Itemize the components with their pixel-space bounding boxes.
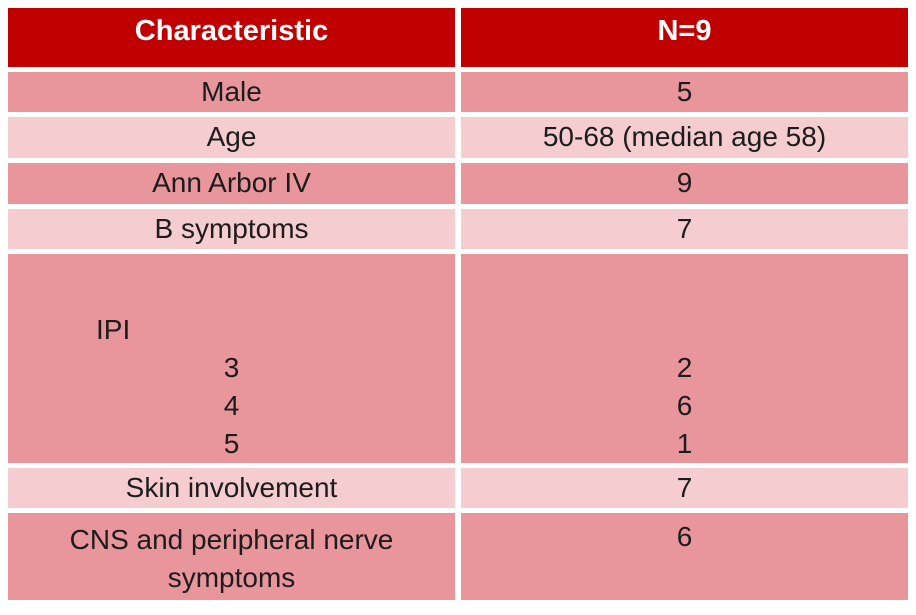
ipi-spacer-line — [8, 274, 455, 311]
row-b-symptoms-value: 7 — [676, 212, 693, 244]
row-b-symptoms-value-cell: 7 — [461, 209, 908, 249]
row-cns-value-cell: 6 — [461, 513, 908, 600]
row-ipi-label-cell: IPI 3 4 5 — [8, 254, 455, 463]
ipi-count-3: 2 — [676, 352, 693, 383]
row-male-value-cell: 5 — [461, 72, 908, 112]
header-label-n: N=9 — [657, 15, 712, 47]
ipi-spacer-line — [461, 312, 908, 350]
row-ann-arbor-value: 9 — [676, 167, 693, 199]
ipi-score-4: 4 — [223, 390, 240, 421]
row-age-value: 50-68 (median age 58) — [542, 121, 827, 153]
row-ipi-label: IPI — [96, 314, 131, 345]
row-b-symptoms-label: B symptoms — [154, 212, 309, 244]
ipi-count-5: 1 — [676, 428, 693, 459]
header-cell-characteristic: Characteristic — [8, 8, 455, 67]
row-cns-label: CNS and peripheral nerve symptoms — [69, 523, 394, 593]
row-male-label-cell: Male — [8, 72, 455, 112]
row-age-label: Age — [206, 121, 257, 153]
row-skin-value-cell: 7 — [461, 468, 908, 508]
row-cns-label-cell: CNS and peripheral nerve symptoms — [8, 513, 455, 600]
row-skin-label-cell: Skin involvement — [8, 468, 455, 508]
row-male-value: 5 — [676, 75, 693, 107]
row-skin-value: 7 — [676, 471, 693, 503]
ipi-count-4: 6 — [676, 390, 693, 421]
row-ann-arbor-label-cell: Ann Arbor IV — [8, 163, 455, 204]
ipi-spacer-line — [461, 274, 908, 312]
row-male-label: Male — [201, 75, 262, 107]
ipi-score-5: 5 — [223, 428, 240, 459]
row-ipi-value-cell: 2 6 1 — [461, 254, 908, 463]
ipi-score-3: 3 — [223, 352, 240, 383]
header-label-characteristic: Characteristic — [134, 15, 329, 47]
header-cell-n: N=9 — [461, 8, 908, 67]
row-skin-label: Skin involvement — [125, 471, 338, 503]
row-cns-value: 6 — [676, 521, 693, 552]
characteristics-table: Characteristic N=9 Male 5 Age 50-68 (med… — [8, 8, 908, 600]
row-age-value-cell: 50-68 (median age 58) — [461, 117, 908, 158]
row-ann-arbor-value-cell: 9 — [461, 163, 908, 204]
row-ann-arbor-label: Ann Arbor IV — [152, 167, 311, 199]
row-b-symptoms-label-cell: B symptoms — [8, 209, 455, 249]
row-age-label-cell: Age — [8, 117, 455, 158]
